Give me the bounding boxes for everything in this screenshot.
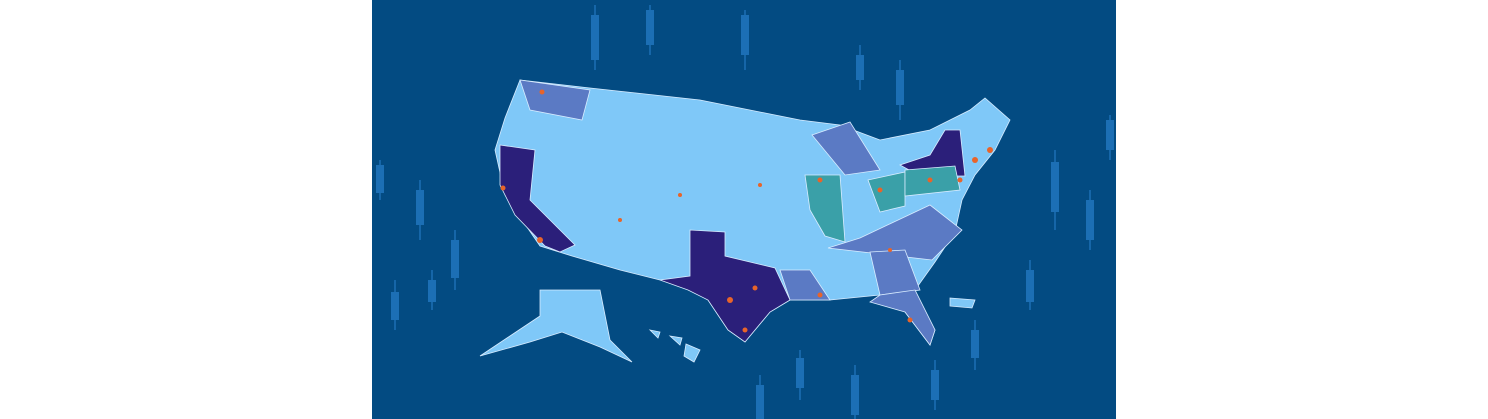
state <box>827 204 963 261</box>
candlesticks <box>376 5 1114 419</box>
hawaii <box>648 329 661 339</box>
state <box>659 229 791 343</box>
hawaii <box>668 335 683 346</box>
state <box>519 79 591 121</box>
state <box>811 121 881 176</box>
state <box>804 174 846 243</box>
location-dots <box>500 89 993 333</box>
hawaii <box>683 343 701 363</box>
state <box>869 249 921 296</box>
state <box>904 165 961 197</box>
contiguous-us <box>494 79 1011 346</box>
state <box>867 171 906 213</box>
alaska-hawaii-pr <box>479 289 976 363</box>
alaska <box>479 289 633 363</box>
puerto-rico <box>949 297 976 309</box>
state <box>499 144 576 253</box>
state <box>779 269 831 301</box>
state <box>869 289 936 346</box>
